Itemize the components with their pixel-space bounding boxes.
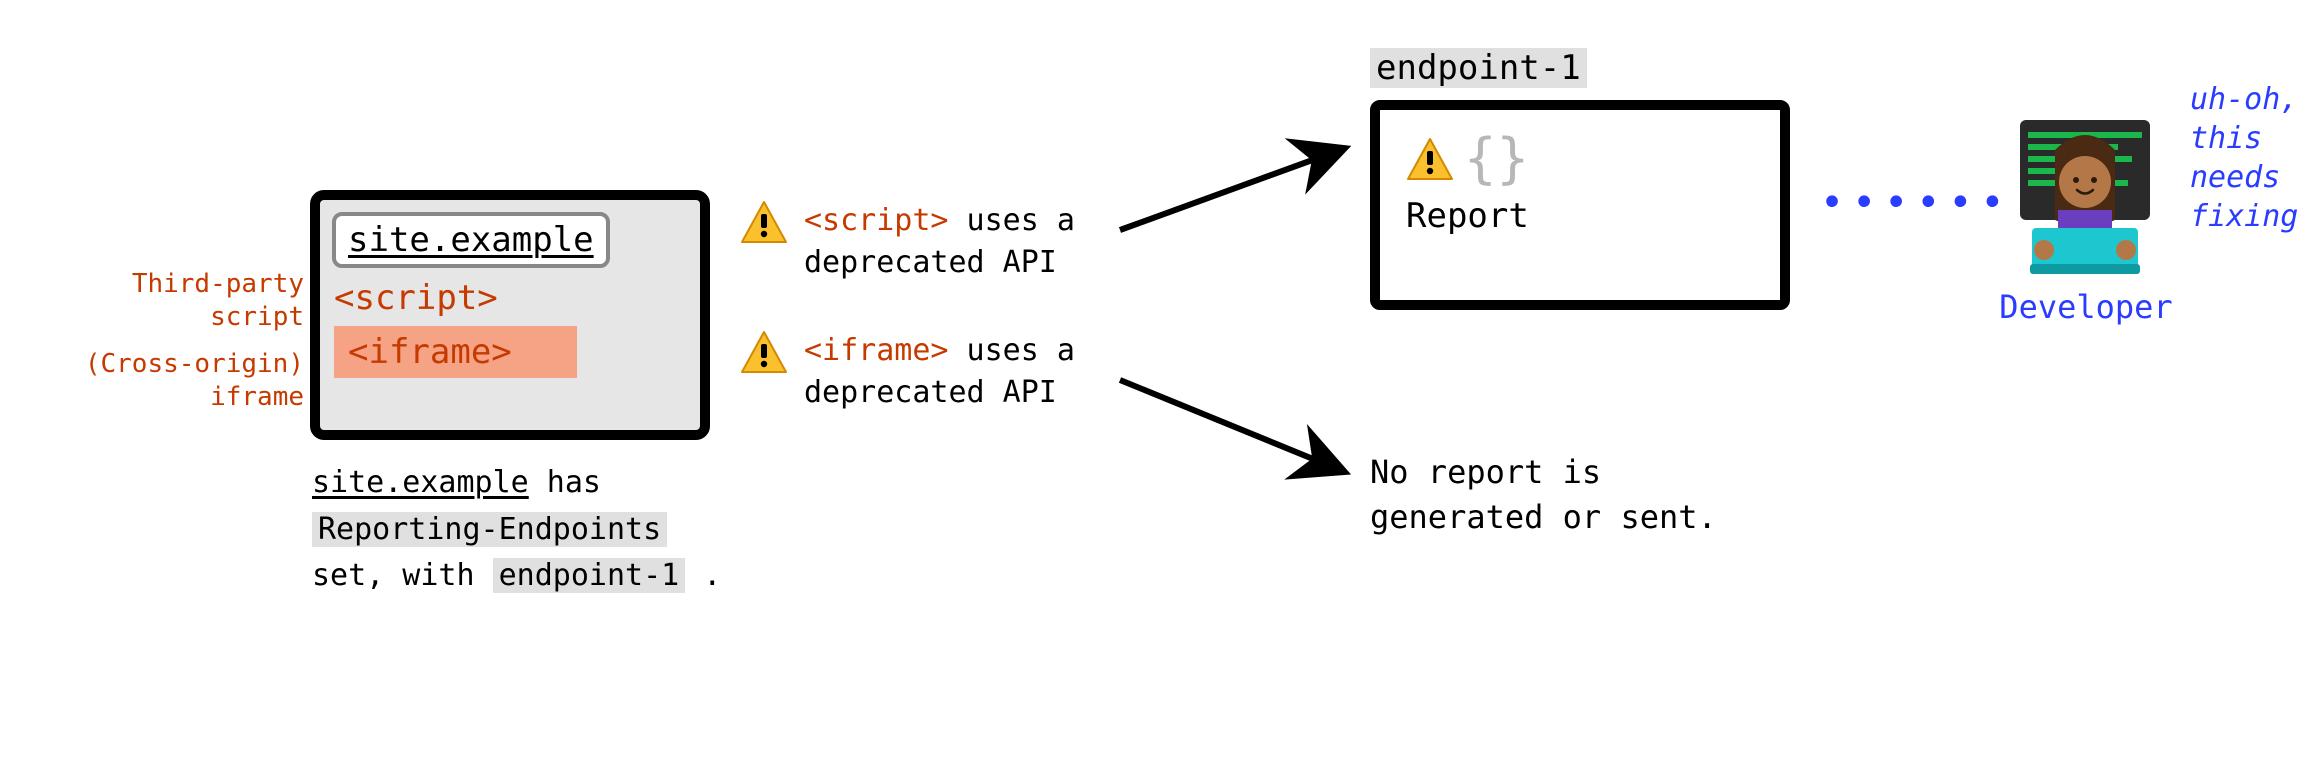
report-text: Report <box>1406 196 1754 236</box>
braces-icon: {} <box>1464 132 1529 186</box>
developer-avatar <box>2000 110 2170 288</box>
warning-icon <box>1406 137 1454 181</box>
arrow-to-endpoint <box>0 0 2324 762</box>
dotted-connector: •••••• <box>1820 180 2013 226</box>
developer-label: Developer <box>1998 288 2174 326</box>
endpoint-label: endpoint-1 <box>1370 48 1587 88</box>
developer-thought: uh-oh, this needs fixing <box>2190 80 2298 236</box>
endpoint-box: {} Report <box>1370 100 1790 310</box>
no-report-text: No report is generated or sent. <box>1370 450 1717 540</box>
